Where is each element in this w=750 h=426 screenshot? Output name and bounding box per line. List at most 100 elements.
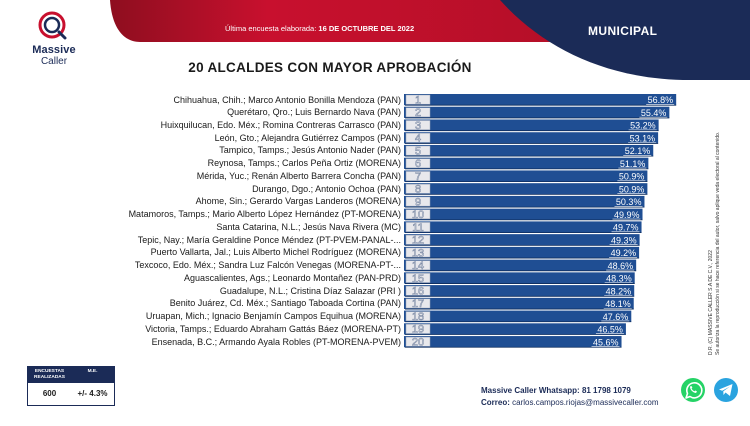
row-label-5: Tampico, Tamps.; Jesús Antonio Nader (PA… (219, 145, 401, 156)
value-label-13: 49.2% (611, 248, 637, 258)
email-label: Correo: (481, 398, 510, 407)
rank-label-4: 4 (415, 133, 421, 145)
value-label-15: 48.3% (606, 274, 632, 284)
row-label-4: León, Gto.; Alejandra Gutiérrez Campos (… (214, 132, 401, 143)
logo-text-line2: Caller (40, 56, 68, 67)
bar-3 (404, 119, 659, 131)
rank-box-11 (405, 222, 431, 232)
bar-9 (404, 195, 645, 208)
bar-18 (404, 310, 632, 322)
value-label-11: 49.7% (613, 223, 639, 233)
telegram-icon[interactable] (713, 377, 739, 403)
logo-icon (38, 11, 67, 40)
rank-box-14 (405, 260, 431, 271)
bar-11 (404, 221, 642, 233)
rank-label-9: 9 (415, 196, 421, 208)
margin-error-value: +/- 4.3% (77, 389, 108, 398)
row-label-8: Durango, Dgo.; Antonio Ochoa (PAN) (252, 183, 401, 194)
email-value[interactable]: carlos.campos.riojas@massivecaller.com (512, 398, 659, 407)
value-label-8: 50.9% (619, 184, 645, 194)
rank-label-6: 6 (415, 158, 421, 170)
bar-16 (404, 285, 635, 297)
row-label-12: Tepic, Nay.; María Geraldine Ponce Ménde… (137, 234, 401, 245)
bar-10 (404, 208, 643, 220)
copyright-line1: D.R. (C) MASSIVE CALLER S.A DE C.V., 202… (708, 250, 714, 355)
bar-2 (404, 106, 670, 118)
bar-1 (404, 94, 677, 106)
value-label-9: 50.3% (616, 197, 642, 207)
row-label-16: Guadalupe, N.L.; Cristina Díaz Salazar (… (219, 285, 401, 296)
row-label-7: Mérida, Yuc.; Renán Alberto Barrera Conc… (196, 170, 401, 181)
value-label-19: 46.5% (597, 325, 623, 335)
rank-box-9 (405, 196, 431, 207)
caption-date: 16 DE OCTUBRE DEL 2022 (318, 24, 415, 33)
rank-label-8: 8 (415, 184, 421, 196)
copyright-note: D.R. (C) MASSIVE CALLER S.A DE C.V., 202… (708, 95, 744, 355)
rank-label-7: 7 (415, 171, 421, 183)
massive-caller-logo: Massive Caller (24, 8, 84, 68)
bar-19 (404, 323, 626, 335)
rank-label-15: 15 (412, 273, 424, 285)
contact-info: Massive Caller Whatsapp: 81 1798 1079 Co… (481, 385, 659, 409)
bar-13 (404, 246, 640, 259)
chart-title: 20 ALCALDES CON MAYOR APROBACIÓN (188, 60, 472, 75)
whatsapp-icon[interactable] (680, 377, 706, 403)
row-label-9: Ahome, Sin.; Gerardo Vargas Landeros (MO… (195, 196, 401, 207)
copyright-line2: Se autoriza la reproducción si se hace r… (715, 131, 721, 355)
rank-box-17 (405, 298, 431, 309)
margin-error-header: M.E. (87, 369, 98, 374)
value-label-20: 45.6% (593, 337, 619, 347)
survey-date-caption: Última encuesta elaborada: 16 DE OCTUBRE… (225, 24, 414, 33)
rank-label-14: 14 (412, 260, 424, 272)
rank-label-16: 16 (412, 286, 424, 298)
bar-5 (404, 144, 654, 157)
surveys-value: 600 (42, 389, 57, 398)
rank-label-13: 13 (412, 247, 424, 259)
row-label-13: Puerto Vallarta, Jal.; Luis Alberto Mich… (150, 247, 401, 258)
row-label-15: Aguascalientes, Ags.; Leonardo Montañez … (184, 272, 401, 283)
rank-label-18: 18 (412, 311, 424, 323)
logo-text-line1: Massive (32, 44, 76, 56)
rank-box-18 (405, 311, 431, 322)
row-label-6: Reynosa, Tamps.; Carlos Peña Ortiz (MORE… (207, 158, 401, 169)
row-label-11: Santa Catarina, N.L.; Jesús Nava Rivera … (216, 221, 401, 232)
value-label-2: 55.4% (641, 108, 667, 118)
rank-label-5: 5 (415, 145, 421, 157)
bar-6 (404, 157, 649, 169)
bar-4 (404, 132, 659, 144)
bar-17 (404, 297, 634, 310)
rank-box-7 (405, 171, 431, 181)
value-label-14: 48.6% (608, 261, 634, 271)
value-label-6: 51.1% (620, 159, 646, 169)
bar-15 (404, 272, 635, 284)
surveys-header: ENCUESTAS REALIZADAS (34, 369, 65, 380)
whatsapp-label: Massive Caller Whatsapp: (481, 386, 580, 395)
rank-label-19: 19 (412, 324, 424, 336)
row-label-1: Chihuahua, Chih.; Marco Antonio Bonilla … (173, 94, 401, 105)
bar-14 (404, 259, 637, 271)
value-label-12: 49.3% (611, 235, 637, 245)
row-label-2: Querétaro, Qro.; Luis Bernardo Nava (PAN… (227, 107, 401, 118)
bar-20 (404, 336, 622, 348)
rank-label-11: 11 (412, 222, 423, 234)
rank-label-12: 12 (412, 235, 424, 247)
row-label-17: Benito Juárez, Cd. Méx.; Santiago Taboad… (169, 298, 401, 309)
value-label-7: 50.9% (619, 172, 645, 182)
rank-box-8 (405, 183, 431, 194)
whatsapp-number[interactable]: 81 1798 1079 (581, 386, 631, 395)
row-label-3: Huixquilucan, Edo. Méx.; Romina Contrera… (160, 119, 401, 130)
value-label-10: 49.9% (614, 210, 640, 220)
row-label-18: Uruapan, Mich.; Ignacio Benjamín Campos … (145, 311, 401, 322)
bar-8 (404, 183, 648, 195)
value-label-18: 47.6% (603, 312, 629, 322)
rank-box-19 (405, 324, 431, 334)
rank-box-12 (405, 234, 431, 245)
rank-box-2 (405, 107, 431, 118)
rank-box-20 (405, 336, 431, 347)
bar-7 (404, 170, 648, 182)
header-red-band (110, 0, 560, 42)
row-label-20: Ensenada, B.C.; Armando Ayala Robles (PT… (151, 336, 401, 347)
value-label-5: 52.1% (625, 146, 651, 156)
bar-12 (404, 234, 640, 246)
